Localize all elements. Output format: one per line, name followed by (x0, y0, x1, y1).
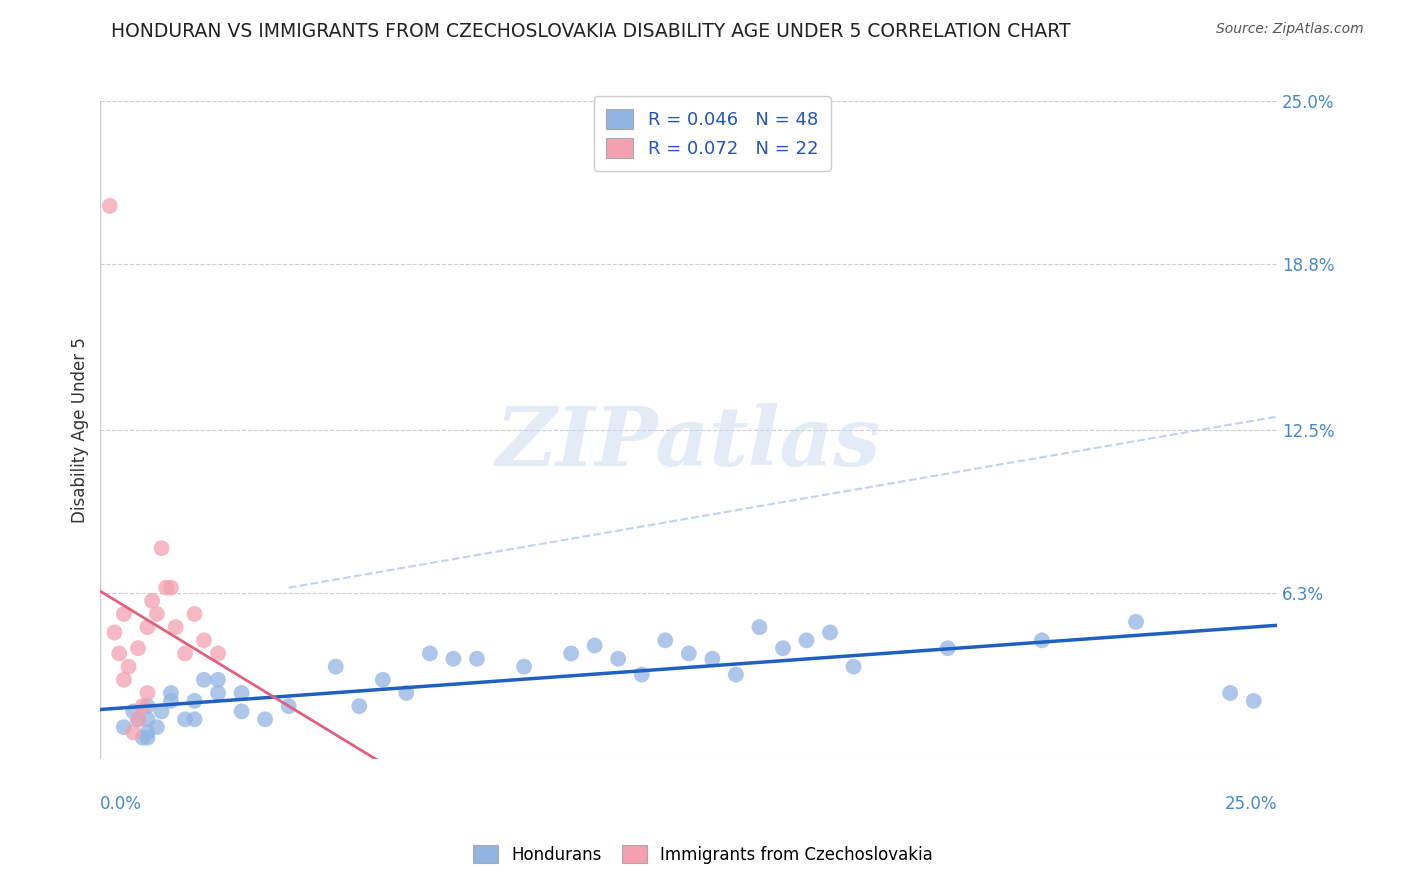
Point (146, 720, 169, 734)
Point (441, 651, 464, 665)
Point (772, 641, 794, 656)
Legend: Hondurans, Immigrants from Czechoslovakia: Hondurans, Immigrants from Czechoslovaki… (467, 838, 939, 871)
Point (1219, 686, 1241, 700)
Point (349, 699, 371, 714)
Point (112, 607, 135, 621)
Point (1125, 615, 1147, 629)
Point (136, 620, 159, 634)
Point (146, 607, 169, 621)
Point (136, 725, 159, 739)
Point (112, 673, 135, 687)
Text: 25.0%: 25.0% (1225, 795, 1277, 813)
Point (560, 647, 582, 661)
Point (630, 667, 652, 681)
Point (207, 686, 229, 700)
Point (1031, 633, 1053, 648)
Y-axis label: Disability Age Under 5: Disability Age Under 5 (72, 337, 89, 523)
Point (136, 686, 159, 700)
Point (122, 725, 145, 739)
Point (818, 625, 841, 640)
Point (183, 607, 205, 621)
Point (193, 673, 215, 687)
Point (174, 712, 197, 726)
Point (165, 620, 187, 634)
Point (127, 641, 149, 656)
Point (395, 686, 418, 700)
Point (132, 699, 155, 714)
Legend: R = 0.046   N = 48, R = 0.072   N = 22: R = 0.046 N = 48, R = 0.072 N = 22 (593, 96, 831, 170)
Point (465, 651, 488, 665)
Point (325, 659, 347, 673)
Point (207, 647, 229, 661)
Point (160, 581, 183, 595)
Point (112, 720, 135, 734)
Point (136, 699, 159, 714)
Point (724, 667, 747, 681)
Point (117, 659, 139, 673)
Point (183, 712, 205, 726)
Point (108, 647, 131, 661)
Point (607, 651, 630, 665)
Point (160, 694, 183, 708)
Point (842, 659, 865, 673)
Point (132, 731, 155, 745)
Point (702, 651, 724, 665)
Point (127, 712, 149, 726)
Point (141, 594, 163, 608)
Point (277, 699, 299, 714)
Point (796, 633, 818, 648)
Text: 0.0%: 0.0% (100, 795, 142, 813)
Point (231, 705, 253, 719)
Point (127, 712, 149, 726)
Point (936, 641, 959, 656)
Point (748, 620, 770, 634)
Point (207, 673, 229, 687)
Point (155, 581, 177, 595)
Point (160, 686, 183, 700)
Point (174, 647, 197, 661)
Point (136, 731, 159, 745)
Point (583, 639, 606, 653)
Point (150, 541, 173, 556)
Point (122, 705, 145, 719)
Point (513, 659, 536, 673)
Point (1243, 694, 1265, 708)
Point (254, 712, 277, 726)
Point (103, 625, 125, 640)
Point (98, 199, 121, 213)
Point (193, 633, 215, 648)
Text: HONDURAN VS IMMIGRANTS FROM CZECHOSLOVAKIA DISABILITY AGE UNDER 5 CORRELATION CH: HONDURAN VS IMMIGRANTS FROM CZECHOSLOVAK… (111, 22, 1070, 41)
Point (678, 647, 700, 661)
Point (371, 673, 394, 687)
Point (654, 633, 676, 648)
Point (419, 647, 441, 661)
Text: ZIPatlas: ZIPatlas (496, 403, 882, 483)
Point (183, 694, 205, 708)
Point (136, 712, 159, 726)
Text: Source: ZipAtlas.com: Source: ZipAtlas.com (1216, 22, 1364, 37)
Point (150, 705, 173, 719)
Point (231, 686, 253, 700)
